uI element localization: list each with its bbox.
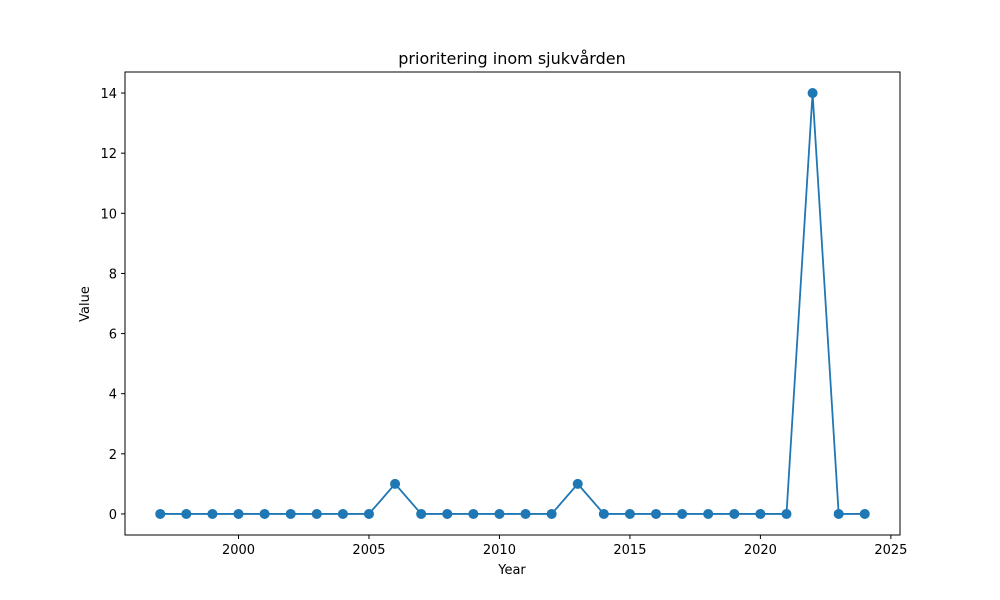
data-point	[807, 88, 818, 99]
data-point	[859, 508, 870, 519]
data-point	[181, 508, 192, 519]
data-point	[651, 508, 662, 519]
y-tick-label: 10	[100, 207, 117, 222]
data-point	[624, 508, 635, 519]
data-point	[520, 508, 531, 519]
y-tick-label: 0	[109, 508, 117, 523]
chart-title: prioritering inom sjukvården	[398, 49, 625, 68]
x-axis-label: Year	[497, 563, 526, 578]
data-point	[155, 508, 166, 519]
data-point	[233, 508, 244, 519]
plot-area	[125, 72, 900, 535]
data-point	[494, 508, 505, 519]
data-point	[572, 478, 583, 489]
data-point	[755, 508, 766, 519]
data-point	[546, 508, 557, 519]
data-point	[729, 508, 740, 519]
data-point	[337, 508, 348, 519]
y-axis-ticks: 0 2 4 6 8 10 12 14	[100, 87, 125, 523]
x-tick-label: 2010	[483, 543, 516, 558]
y-tick-label: 6	[109, 328, 117, 343]
y-tick-label: 2	[109, 448, 117, 463]
plot-frame	[124, 71, 901, 536]
data-point	[416, 508, 427, 519]
series-layer	[155, 88, 870, 519]
y-tick-label: 12	[100, 147, 117, 162]
x-tick-label: 2005	[352, 543, 385, 558]
x-tick-label: 2020	[744, 543, 777, 558]
y-tick-label: 4	[109, 388, 117, 403]
data-point	[311, 508, 322, 519]
data-point	[781, 508, 792, 519]
y-axis-label: Value	[78, 286, 93, 322]
data-point	[442, 508, 453, 519]
data-point	[363, 508, 374, 519]
data-point	[598, 508, 609, 519]
series-line	[160, 92, 865, 515]
data-point	[285, 508, 296, 519]
data-point	[207, 508, 218, 519]
data-point	[259, 508, 270, 519]
x-tick-label: 2000	[222, 543, 255, 558]
data-point	[390, 478, 401, 489]
x-tick-label: 2025	[874, 543, 907, 558]
data-point	[677, 508, 688, 519]
data-point	[833, 508, 844, 519]
x-axis-ticks: 2000 2005 2010 2015 2020 2025	[222, 535, 907, 558]
y-tick-label: 8	[109, 267, 117, 282]
y-tick-label: 14	[100, 87, 117, 102]
x-tick-label: 2015	[613, 543, 646, 558]
data-point	[468, 508, 479, 519]
data-point	[703, 508, 714, 519]
